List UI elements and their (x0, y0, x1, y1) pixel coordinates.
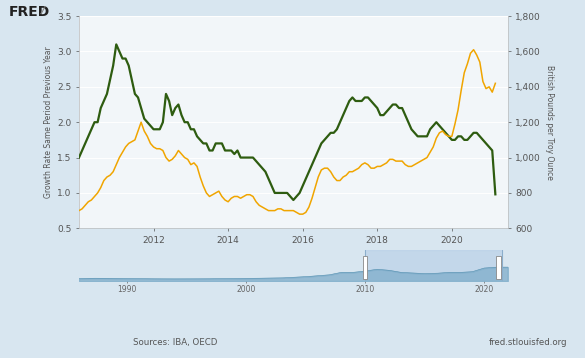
Bar (365, 250, 502, 281)
Y-axis label: Growth Rate Same Period Previous Year: Growth Rate Same Period Previous Year (44, 46, 53, 198)
Text: FRED: FRED (9, 5, 50, 19)
Y-axis label: British Pounds per Troy Ounce: British Pounds per Troy Ounce (545, 65, 555, 180)
FancyBboxPatch shape (363, 256, 367, 279)
Text: fred.stlouisfed.org: fred.stlouisfed.org (489, 338, 567, 347)
Text: ⁄⁄: ⁄⁄ (42, 6, 46, 16)
Text: Sources: IBA, OECD: Sources: IBA, OECD (133, 338, 218, 347)
FancyBboxPatch shape (497, 256, 501, 279)
